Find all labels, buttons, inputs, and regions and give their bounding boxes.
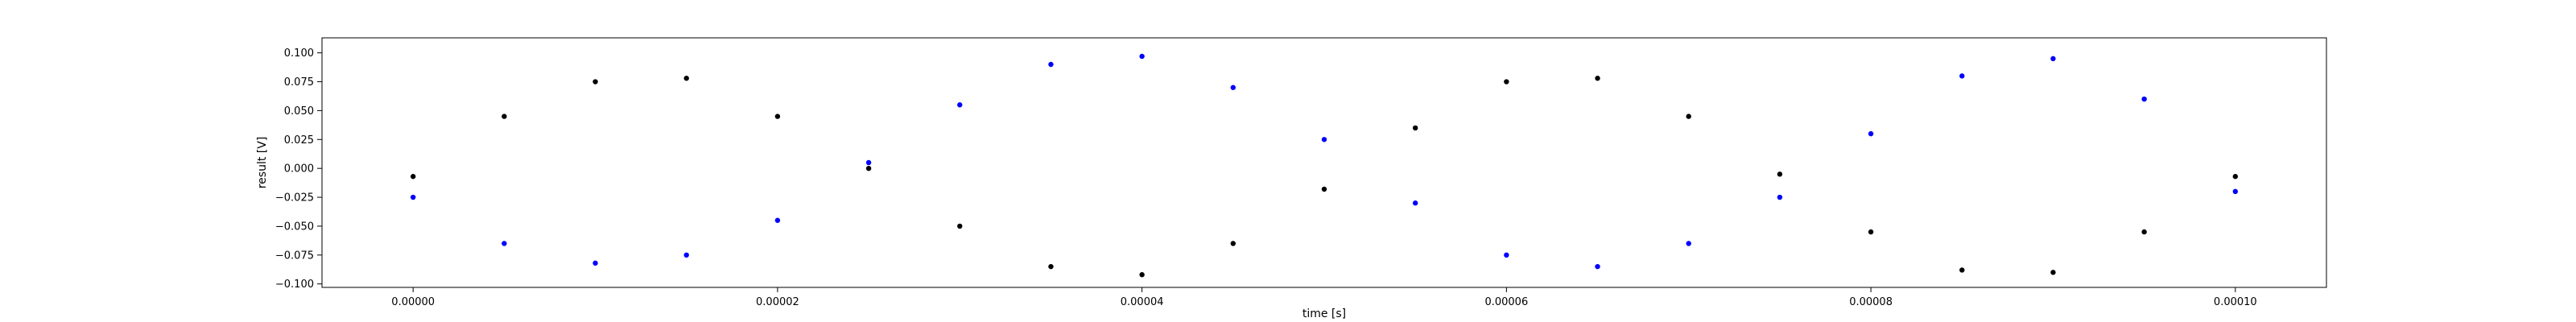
data-point [2141,96,2147,102]
y-tick-label: 0.050 [284,105,314,118]
data-point [683,76,689,81]
data-point [1777,171,1783,177]
data-point [410,174,416,180]
y-tick-label: 0.100 [284,47,314,60]
x-tick-label: 0.00004 [1121,296,1164,308]
data-point [1321,186,1327,192]
data-point [957,102,963,108]
y-tick-label: 0.000 [284,163,314,175]
y-tick-label: 0.075 [284,76,314,89]
y-tick-label: −0.100 [275,279,314,291]
data-point [1412,125,1418,131]
data-point [1139,272,1145,278]
data-point [502,241,507,246]
data-point [1595,263,1600,270]
data-point [2232,188,2239,195]
data-point [1959,267,1965,273]
series-1 [410,76,2239,278]
data-point [1321,137,1327,142]
data-point [1412,200,1418,206]
x-tick-label: 0.00010 [2214,296,2257,308]
y-tick-label: −0.025 [275,192,314,204]
series-layer [410,53,2239,278]
x-axis-ticks: 0.00000 0.00002 0.00004 0.00006 0.00008 0.000… [391,287,2257,308]
plot-area [322,38,2326,287]
data-point [1686,241,1691,246]
data-point [2050,270,2056,275]
y-tick-label: 0.025 [284,134,314,147]
y-tick-label: −0.075 [275,250,314,262]
data-point [957,223,963,229]
data-point [683,252,689,258]
x-tick-label: 0.00000 [391,296,435,308]
data-point [1230,241,1236,246]
data-point [2232,174,2239,180]
data-point [2050,56,2056,62]
data-point [774,114,781,119]
y-axis-label: result [V] [256,137,269,189]
data-point [502,114,507,119]
data-point [1868,229,1874,235]
data-point [865,165,872,171]
data-point [1048,263,1054,270]
x-tick-label: 0.00002 [756,296,799,308]
data-point [1686,114,1691,119]
x-tick-label: 0.00006 [1484,296,1528,308]
x-tick-label: 0.00008 [1849,296,1893,308]
data-point [1504,252,1509,258]
data-point [1868,130,1874,137]
data-point [1504,79,1509,85]
data-point [1959,73,1965,79]
y-axis-ticks: 0.100 0.075 0.050 0.025 0.000 −0.025 −0.050 −0.… [275,47,322,291]
data-point [1777,194,1783,200]
data-point [1595,76,1600,81]
x-axis-label: time [s] [1302,308,1346,320]
data-point [592,260,598,266]
data-point [1139,53,1145,60]
data-point [410,194,416,200]
data-point [865,159,872,166]
data-point [1230,85,1236,90]
data-point [2141,229,2147,235]
y-tick-label: −0.050 [275,221,314,233]
data-point [774,217,781,223]
data-point [592,79,598,85]
axes-frame [321,37,2327,288]
data-point [1048,61,1054,68]
series-0 [410,53,2239,270]
